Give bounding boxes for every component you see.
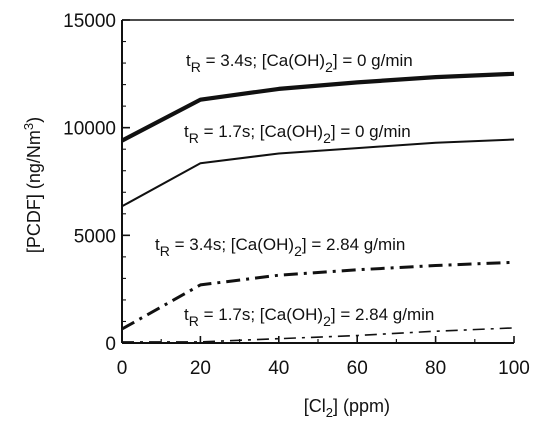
- x-tick-label: 40: [268, 358, 289, 379]
- x-tick-label: 100: [498, 358, 530, 379]
- y-tick-label: 5000: [74, 226, 116, 247]
- series-label-1: tR = 3.4s; [Ca(OH)2] = 0 g/min: [186, 51, 413, 75]
- series-label-3: tR = 3.4s; [Ca(OH)2] = 2.84 g/min: [155, 235, 405, 259]
- x-tick-label: 0: [117, 358, 128, 379]
- x-axis-label: [Cl2] (ppm): [304, 396, 390, 420]
- x-tick-label: 80: [425, 358, 446, 379]
- y-tick-label: 10000: [63, 119, 116, 140]
- series-line-2: [121, 138, 515, 208]
- y-tick-label: 15000: [63, 11, 116, 32]
- x-tick-label: 20: [190, 358, 211, 379]
- x-tick-label: 60: [347, 358, 368, 379]
- series-line-4: [122, 327, 515, 343]
- series-label-4: tR = 1.7s; [Ca(OH)2] = 2.84 g/min: [184, 305, 434, 329]
- series-labels: tR = 3.4s; [Ca(OH)2] = 0 g/min tR = 1.7s;…: [155, 51, 434, 329]
- series-line-3: [121, 260, 515, 331]
- y-axis-label: [PCDF] (ng/Nm3): [21, 117, 44, 253]
- series-lines: [121, 71, 515, 343]
- series-line-1: [121, 71, 515, 143]
- series-label-2: tR = 1.7s; [Ca(OH)2] = 0 g/min: [184, 122, 411, 146]
- axis-ticks: 0 20 40 60 80 100 0 5000 10000 15000: [63, 11, 530, 379]
- y-tick-label: 0: [105, 334, 116, 355]
